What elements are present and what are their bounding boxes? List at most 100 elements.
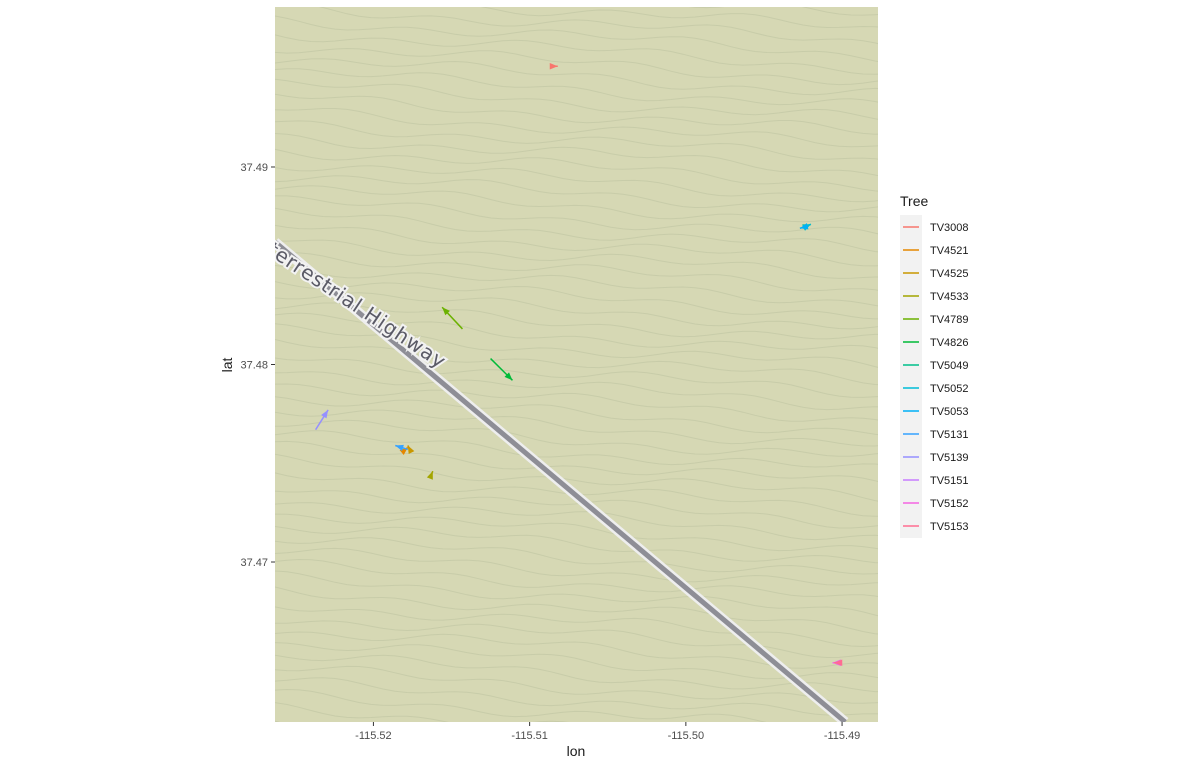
x-axis-title: lon	[567, 743, 586, 759]
legend-key-background	[900, 215, 922, 538]
legend-item-tv4521: TV4521	[903, 245, 969, 257]
legend-label: TV4525	[930, 268, 969, 280]
contour-line	[275, 702, 570, 722]
legend-title: Tree	[900, 193, 928, 209]
legend-item-tv5152: TV5152	[903, 498, 969, 510]
x-tick-label: -115.52	[355, 730, 392, 742]
legend-label: TV5052	[930, 383, 969, 395]
contour-line	[275, 371, 878, 411]
contour-line	[275, 108, 878, 148]
contour-line	[275, 339, 878, 386]
legend-item-tv5053: TV5053	[903, 406, 969, 418]
contour-line	[275, 78, 878, 120]
legend-label: TV5139	[930, 452, 969, 464]
legend-item-tv5131: TV5131	[903, 429, 969, 441]
legend-label: TV4826	[930, 337, 969, 349]
contour-line	[275, 195, 878, 235]
track-tv4533	[426, 470, 434, 480]
contour-line	[275, 175, 878, 213]
legend-item-tv5049: TV5049	[903, 360, 969, 372]
x-tick-label: -115.49	[824, 730, 861, 742]
contour-line	[275, 440, 878, 482]
track-arrowhead	[321, 409, 329, 419]
contour-line	[275, 252, 878, 292]
legend-label: TV4789	[930, 314, 969, 326]
terrain-contours	[275, 7, 878, 722]
contour-line	[275, 383, 878, 422]
legend-item-tv5153: TV5153	[903, 521, 969, 533]
contour-line	[275, 302, 878, 340]
contour-line	[275, 654, 878, 693]
legend-label: TV4521	[930, 245, 969, 257]
contour-line	[275, 547, 878, 586]
contour-line	[275, 165, 878, 203]
track-arrowhead	[834, 659, 843, 666]
track-arrowhead	[442, 307, 450, 316]
contour-line	[275, 68, 878, 106]
contour-line	[275, 558, 878, 598]
track-tv5131	[395, 444, 409, 451]
contour-line	[275, 323, 878, 368]
x-axis: -115.52 -115.51 -115.50 -115.49	[355, 722, 860, 742]
contour-line	[275, 537, 878, 575]
track-tv4525	[407, 445, 415, 455]
track-arrowhead	[407, 445, 415, 455]
contour-line	[275, 513, 878, 552]
track-arrowhead	[504, 372, 513, 381]
track-arrowhead	[799, 223, 809, 230]
contour-line	[275, 665, 878, 704]
legend-item-tv4789: TV4789	[903, 314, 969, 326]
contour-line	[275, 58, 878, 96]
contour-line	[275, 93, 878, 135]
contour-line	[318, 7, 878, 45]
map-panel: terrestrial Highway	[275, 7, 878, 722]
contour-line	[275, 453, 878, 502]
legend-label: TV5053	[930, 406, 969, 418]
legend-item-tv5151: TV5151	[903, 475, 969, 487]
x-tick-label: -115.50	[668, 730, 705, 742]
y-tick-label: 37.49	[240, 162, 268, 174]
contour-line	[275, 357, 878, 398]
contour-line	[275, 224, 878, 267]
track-tv4789	[441, 306, 464, 330]
legend-label: TV5152	[930, 498, 969, 510]
basemap-background	[275, 7, 878, 722]
contour-line	[275, 688, 767, 722]
legend-item-tv3008: TV3008	[903, 222, 969, 234]
contour-line	[275, 239, 878, 279]
track-arrowhead	[426, 471, 433, 480]
legend-item-tv5052: TV5052	[903, 383, 969, 395]
track-tv4826	[490, 358, 513, 381]
contour-line	[275, 34, 878, 75]
y-axis-title: lat	[219, 358, 235, 373]
track-tv5053	[799, 223, 809, 230]
highway-line	[275, 240, 847, 722]
contour-line	[275, 430, 878, 468]
legend-item-tv4533: TV4533	[903, 291, 969, 303]
contour-line	[275, 207, 878, 253]
contour-line	[275, 15, 878, 62]
contour-line	[275, 409, 878, 447]
legend-label: TV5151	[930, 475, 969, 487]
contour-line	[275, 185, 878, 223]
track-arrowhead	[395, 444, 404, 451]
track-arrowhead	[549, 63, 558, 70]
legend-label: TV4533	[930, 291, 969, 303]
legend-label: TV3008	[930, 222, 969, 234]
contour-line	[275, 606, 878, 648]
track-tv3008	[549, 63, 558, 70]
x-tick-label: -115.51	[511, 730, 548, 742]
contour-line	[275, 281, 878, 320]
contour-line	[275, 265, 878, 307]
legend-label: TV5131	[930, 429, 969, 441]
legend-item-tv4525: TV4525	[903, 268, 969, 280]
contour-line	[275, 502, 878, 541]
contour-line	[275, 586, 878, 635]
contour-line	[275, 677, 878, 716]
y-tick-label: 37.48	[240, 360, 268, 372]
legend-label: TV5049	[930, 360, 969, 372]
contour-line	[275, 526, 878, 564]
contour-line	[275, 292, 878, 330]
legend-item-tv5139: TV5139	[903, 452, 969, 464]
